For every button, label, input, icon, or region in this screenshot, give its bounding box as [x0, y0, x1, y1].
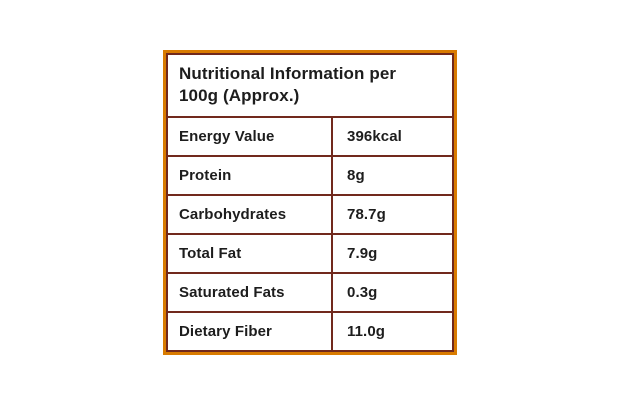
table-title-line-2: 100g (Approx.) [179, 85, 300, 105]
nutrient-label: Energy Value [168, 117, 333, 155]
nutrient-label: Protein [168, 156, 333, 194]
nutrient-label: Dietary Fiber [168, 312, 333, 350]
table-row: Total Fat 7.9g [168, 234, 452, 274]
nutrient-value: 78.7g [347, 205, 386, 223]
nutrition-table-inner: Nutritional Information per 100g (Approx… [166, 53, 454, 352]
nutrient-value: 11.0g [347, 322, 386, 340]
nutrient-label: Saturated Fats [168, 273, 333, 311]
table-row: Dietary Fiber 11.0g [168, 312, 452, 350]
nutrient-value: 0.3g [347, 283, 378, 301]
nutrient-label: Total Fat [168, 234, 333, 272]
nutrient-value: 8g [347, 166, 365, 184]
table-title: Nutritional Information per 100g (Approx… [168, 55, 452, 118]
nutrient-value: 396kcal [347, 127, 402, 145]
table-row: Carbohydrates 78.7g [168, 195, 452, 235]
table-row: Energy Value 396kcal [168, 117, 452, 157]
table-title-line-1: Nutritional Information per [179, 64, 397, 83]
nutrient-label: Carbohydrates [168, 195, 333, 233]
nutrition-table: Nutritional Information per 100g (Approx… [163, 50, 457, 355]
table-row: Saturated Fats 0.3g [168, 273, 452, 313]
table-row: Protein 8g [168, 156, 452, 196]
nutrient-value: 7.9g [347, 244, 378, 262]
